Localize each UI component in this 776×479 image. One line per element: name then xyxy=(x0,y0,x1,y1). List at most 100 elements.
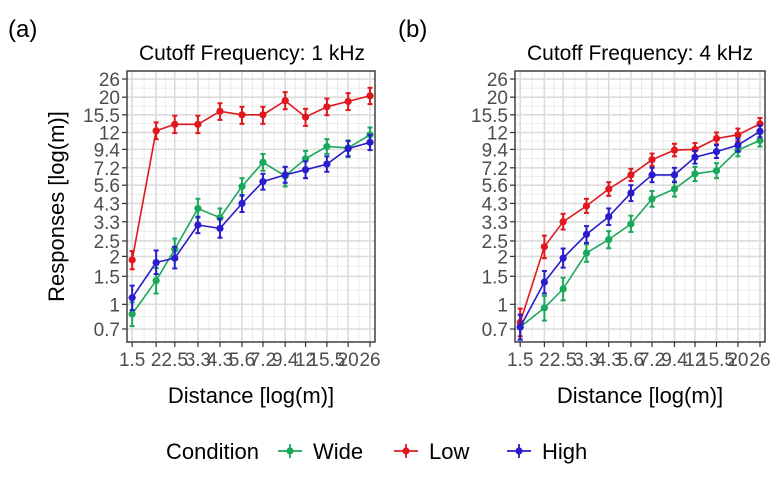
data-point xyxy=(627,189,635,197)
y-tick-label: 5.6 xyxy=(482,176,508,197)
data-point xyxy=(323,142,331,151)
panel-letter: (b) xyxy=(398,16,427,43)
data-point xyxy=(171,254,179,262)
data-point xyxy=(344,97,352,106)
y-tick-label: 15.5 xyxy=(83,106,120,127)
data-point xyxy=(540,304,548,312)
legend-item-wide: Wide xyxy=(278,439,363,464)
data-point xyxy=(648,195,656,203)
data-point xyxy=(128,310,136,318)
x-tick-label: 1.5 xyxy=(507,350,533,371)
x-tick-label: 3.3 xyxy=(573,350,599,371)
panel-title: Cutoff Frequency: 4 kHz xyxy=(527,42,753,65)
data-point xyxy=(691,153,699,161)
data-point xyxy=(605,185,613,193)
legend-label: Wide xyxy=(313,439,363,464)
data-point xyxy=(216,107,224,115)
y-tick-label: 3.3 xyxy=(94,213,120,234)
data-point xyxy=(540,278,548,286)
x-tick-label: 2.5 xyxy=(162,350,188,371)
legend: Condition Wide Low High xyxy=(166,439,587,464)
data-point xyxy=(238,111,246,119)
x-axis-title: Distance [log(m)] xyxy=(168,383,334,408)
data-point xyxy=(734,141,742,149)
legend-key-point xyxy=(402,447,410,455)
data-point xyxy=(323,103,331,111)
legend-item-low: Low xyxy=(394,439,469,464)
data-point xyxy=(691,170,699,178)
plot-border xyxy=(514,70,766,343)
data-point xyxy=(281,97,289,105)
x-tick-label: 1.5 xyxy=(119,350,145,371)
x-tick-label: 26 xyxy=(359,350,380,371)
plot-background xyxy=(127,71,375,342)
y-tick-label: 12 xyxy=(487,123,508,144)
y-tick-label: 1 xyxy=(109,295,120,316)
data-point xyxy=(194,221,202,229)
data-point xyxy=(259,177,267,186)
x-tick-label: 12 xyxy=(295,350,316,371)
y-tick-label: 4.3 xyxy=(94,194,120,215)
data-point xyxy=(670,185,679,193)
y-tick-label: 2.5 xyxy=(94,232,120,253)
data-point xyxy=(128,256,136,264)
data-point xyxy=(301,166,310,174)
plot-border xyxy=(126,70,376,343)
y-tick-label: 7.2 xyxy=(482,159,508,180)
x-tick-label: 3.3 xyxy=(185,350,211,371)
y-tick-label: 1.5 xyxy=(94,267,120,288)
data-point xyxy=(582,230,591,238)
data-point xyxy=(366,92,374,100)
data-point xyxy=(194,204,202,213)
x-tick-label: 4.3 xyxy=(207,350,233,371)
data-point xyxy=(712,167,721,175)
data-point xyxy=(712,148,721,156)
y-axis-title: Responses [log(m)] xyxy=(44,111,69,302)
legend-key-point xyxy=(515,447,523,455)
series-low xyxy=(128,86,374,271)
data-point xyxy=(152,258,160,267)
data-point xyxy=(582,202,591,210)
data-point xyxy=(734,131,742,139)
data-point xyxy=(516,323,524,331)
data-point xyxy=(152,127,160,135)
y-tick-label: 15.5 xyxy=(471,106,508,127)
legend-label: Low xyxy=(429,439,469,464)
data-point xyxy=(712,134,721,143)
data-point xyxy=(366,138,374,146)
data-point xyxy=(627,171,635,179)
y-tick-label: 20 xyxy=(99,88,120,109)
x-tick-label: 2 xyxy=(539,350,550,371)
y-tick-label: 2.5 xyxy=(482,232,508,253)
y-tick-label: 4.3 xyxy=(482,194,508,215)
y-tick-label: 20 xyxy=(487,88,508,109)
data-point xyxy=(648,171,656,179)
data-point xyxy=(670,146,679,154)
data-point xyxy=(238,199,246,208)
x-tick-label: 20 xyxy=(338,350,359,371)
data-point xyxy=(605,235,613,244)
x-tick-label: 7.2 xyxy=(250,350,276,371)
y-tick-label: 7.2 xyxy=(94,159,120,180)
plot-background xyxy=(515,71,765,342)
x-tick-label: 15.5 xyxy=(698,350,735,371)
y-tick-label: 9.4 xyxy=(94,140,121,161)
series-high xyxy=(128,133,374,312)
panel-title: Cutoff Frequency: 1 kHz xyxy=(139,42,365,65)
data-point xyxy=(194,120,202,128)
data-point xyxy=(238,182,246,191)
data-point xyxy=(128,294,136,302)
y-tick-label: 3.3 xyxy=(482,213,508,234)
x-tick-label: 9.4 xyxy=(272,350,299,371)
data-point xyxy=(756,127,764,135)
data-point xyxy=(152,276,160,285)
y-tick-label: 5.6 xyxy=(94,176,120,197)
series-line xyxy=(519,123,761,323)
x-tick-label: 5.6 xyxy=(618,350,644,371)
data-point xyxy=(259,158,267,166)
y-tick-label: 2 xyxy=(497,247,508,268)
series-line xyxy=(519,130,761,328)
x-tick-label: 2 xyxy=(151,350,162,371)
